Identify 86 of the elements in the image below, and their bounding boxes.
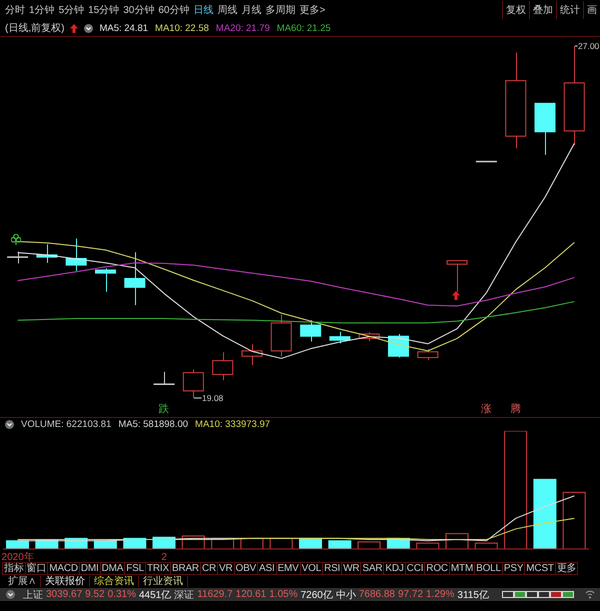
text: TRIX [144, 562, 171, 575]
text: 7260亿 [300, 588, 333, 602]
x-tick-label: 2020年 [2, 551, 34, 563]
text: DMA [100, 562, 126, 575]
text: MTM [448, 562, 476, 575]
text: BOLL [474, 562, 503, 575]
annotation: 27.00 [578, 41, 600, 51]
annotation: 19.08 [202, 393, 224, 403]
text: 97.72 [398, 589, 424, 600]
text: MCST [524, 562, 556, 575]
text: MA5: 581898.00 [118, 419, 188, 430]
text: 深证 [174, 588, 194, 602]
text: FSL [124, 562, 146, 575]
x-tick-label: 涨 [480, 403, 492, 415]
bar [328, 540, 352, 550]
text: 1分钟 [29, 4, 55, 17]
text: CR [200, 562, 218, 575]
text: MA60: 21.25 [276, 22, 331, 34]
text: ASI [257, 562, 277, 575]
text: 统计 [556, 1, 583, 19]
text: 综合资讯 [90, 576, 139, 587]
x-tick-label: 跌 [158, 403, 170, 415]
text: MA20: 21.79 [216, 22, 270, 34]
text: 3039.67 [46, 589, 82, 600]
text: 11629.7 [197, 589, 233, 600]
text: 1.29% [426, 589, 454, 600]
text: EMV [276, 562, 301, 575]
text: RSI [322, 562, 342, 575]
candlestick [95, 268, 116, 292]
text: 更多> [300, 4, 326, 17]
text: 行业资讯 [139, 576, 188, 587]
bar [504, 431, 528, 550]
candlestick [7, 251, 28, 264]
bar [533, 478, 556, 550]
text: MA10: 333973.97 [195, 419, 270, 430]
text: 多周期 [266, 4, 296, 17]
text: WR [341, 562, 362, 575]
text: 中小 [336, 588, 356, 602]
text: 日线 [194, 4, 214, 17]
candlestick [505, 52, 526, 149]
text: 15分钟 [88, 4, 120, 17]
text: 1.05% [269, 589, 298, 600]
text: 分时 [5, 4, 25, 17]
text: 更多 [554, 562, 578, 575]
text: 7686.88 [358, 589, 395, 600]
candlestick [242, 344, 262, 366]
text: 60分钟 [158, 4, 190, 17]
text: 月线 [242, 4, 262, 17]
text: SAR [360, 562, 384, 575]
text: ROC [424, 562, 450, 575]
text: 窗口 [24, 562, 48, 575]
candlestick [124, 252, 146, 306]
text: MACD [47, 562, 80, 575]
candlestick [388, 334, 409, 358]
text: 4451亿 [138, 588, 172, 602]
text: 关联报价 [41, 576, 90, 587]
text: VR [217, 562, 234, 575]
text: 复权 [502, 1, 529, 19]
text: KDJ [383, 562, 406, 575]
candlestick [300, 320, 322, 342]
text: 5分钟 [58, 4, 84, 17]
text: PSY [502, 562, 526, 575]
chart-title: (日线,前复权) [5, 22, 64, 35]
x-tick-label: 2 [161, 552, 168, 563]
text: 扩展∧ [4, 576, 41, 587]
text: 指标 [2, 562, 26, 575]
text: 上证 [23, 588, 43, 602]
text: MA10: 22.58 [155, 22, 209, 34]
candlestick [154, 371, 175, 385]
text: BRAR [170, 562, 201, 575]
text: DMI [78, 562, 101, 575]
text: VOLUME: 622103.81 [21, 419, 112, 430]
legend-label: MA5: 24.81 [99, 22, 148, 34]
text: CCI [404, 562, 426, 575]
text: VOL [300, 562, 324, 575]
text: 周线 [218, 4, 238, 17]
text: 叠加 [529, 1, 556, 19]
text: 3115亿 [457, 588, 489, 602]
x-tick-label: 腾 [510, 403, 522, 415]
text: 9.52 [85, 589, 105, 600]
text: 120.61 [236, 589, 266, 600]
candlestick [329, 331, 350, 344]
text: 画 [583, 1, 600, 19]
text: 0.31% [108, 589, 136, 600]
text: 30分钟 [123, 4, 154, 17]
text: OBV [234, 562, 258, 575]
